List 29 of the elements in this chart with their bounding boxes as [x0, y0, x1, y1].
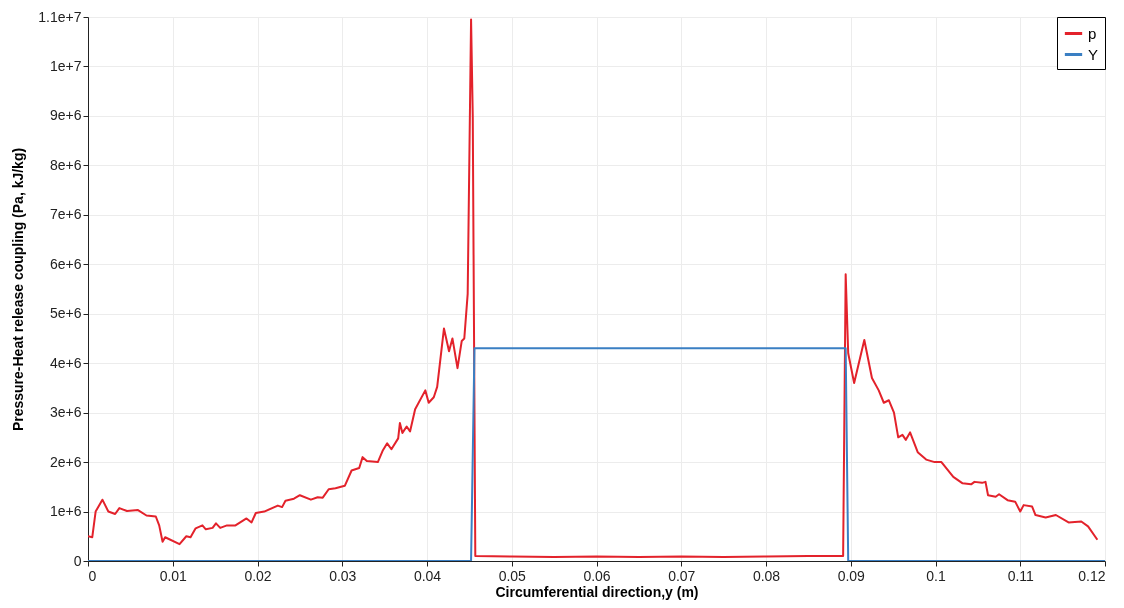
x-tick-label: 0.1	[926, 567, 946, 584]
y-tick-label: 2e+6	[49, 453, 82, 470]
x-axis-title: Circumferential direction,y (m)	[495, 583, 699, 600]
y-tick-label: 1e+7	[49, 57, 82, 74]
legend-label: p	[1088, 24, 1097, 42]
y-tick-label: 6e+6	[49, 255, 82, 272]
x-tick-label: 0.01	[159, 567, 188, 584]
legend-label: Y	[1088, 45, 1099, 63]
x-tick-label: 0.05	[498, 567, 527, 584]
y-tick-label: 1e+6	[49, 503, 82, 520]
y-tick-label: 9e+6	[49, 107, 82, 124]
y-tick-label: 5e+6	[49, 305, 82, 322]
x-tick-label: 0.12	[1078, 567, 1106, 584]
y-tick-label: 1.1e+7	[38, 8, 82, 25]
y-tick-label: 3e+6	[49, 404, 82, 421]
y-tick-label: 7e+6	[49, 206, 82, 223]
x-tick-label: 0.07	[668, 567, 696, 584]
y-tick-label: 4e+6	[49, 354, 82, 371]
x-tick-label: 0.03	[329, 567, 357, 584]
y-tick-label: 0	[73, 552, 82, 569]
y-tick-label: 8e+6	[49, 156, 82, 173]
x-tick-label: 0.02	[244, 567, 272, 584]
x-tick-label: 0.09	[837, 567, 866, 584]
x-tick-label: 0	[88, 567, 97, 584]
x-tick-label: 0.11	[1007, 567, 1035, 584]
y-axis-title: Pressure-Heat release coupling (Pa, kJ/kg)	[10, 147, 27, 432]
x-tick-label: 0.08	[752, 567, 781, 584]
x-tick-label: 0.06	[583, 567, 611, 584]
x-tick-label: 0.04	[413, 567, 442, 584]
